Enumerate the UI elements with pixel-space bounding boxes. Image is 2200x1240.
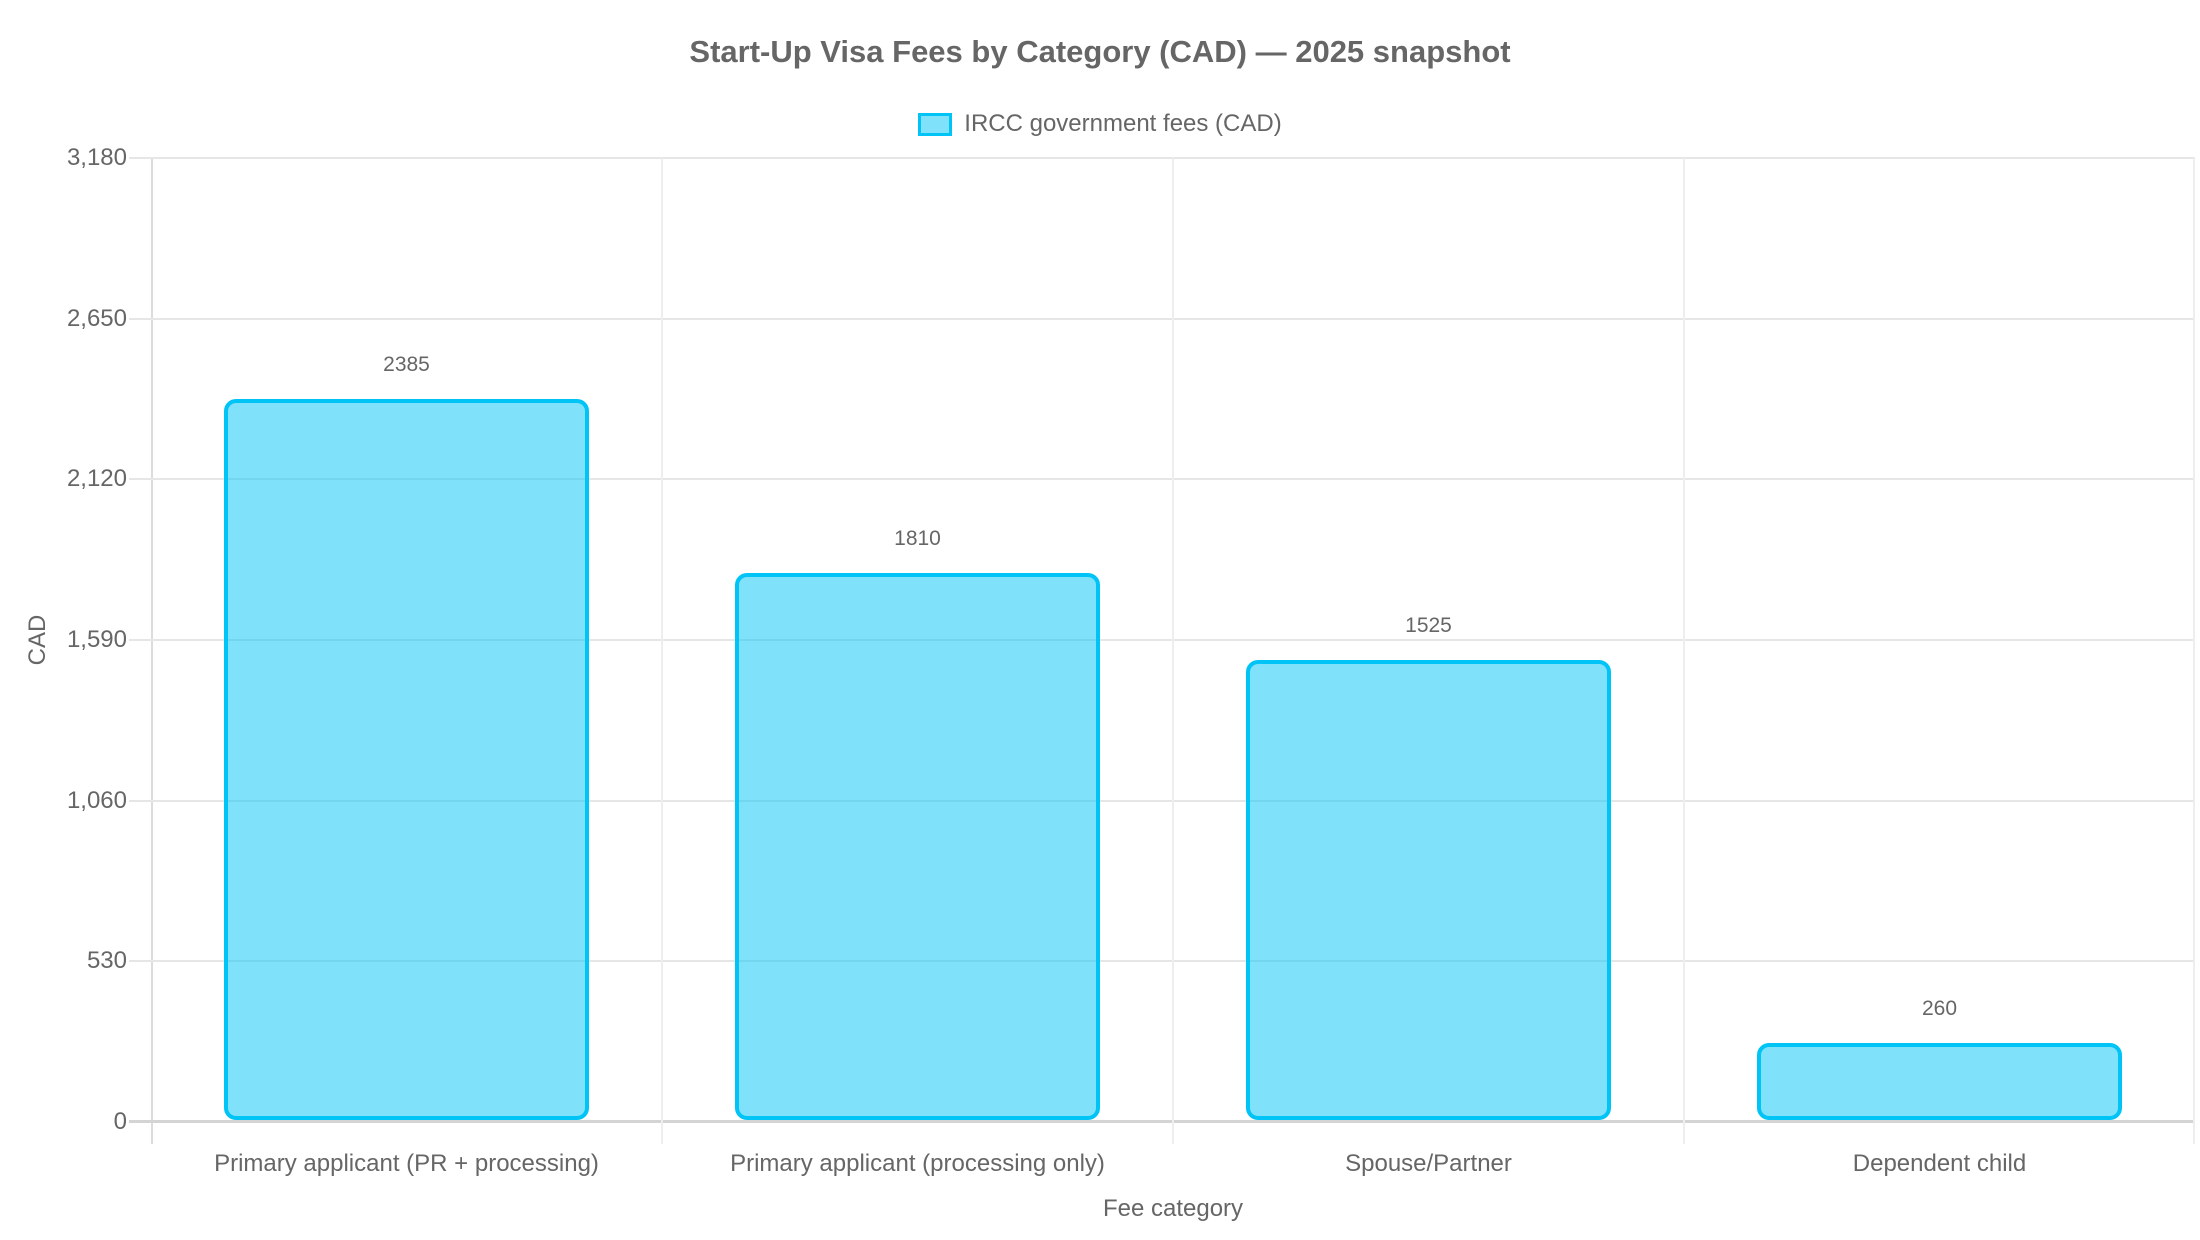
vertical-gridline bbox=[1172, 158, 1174, 1144]
bar-value-label: 2385 bbox=[383, 353, 430, 376]
horizontal-gridline bbox=[129, 960, 2195, 963]
bar-value-label: 260 bbox=[1921, 997, 1958, 1021]
bar-value-label: 1525 bbox=[1405, 613, 1452, 637]
y-tick-label: 1,590 bbox=[66, 626, 127, 653]
bar-4[interactable] bbox=[1757, 1043, 2122, 1120]
bar-3[interactable] bbox=[1246, 659, 1611, 1120]
horizontal-gridline bbox=[129, 157, 2195, 159]
y-tick-label: 2,120 bbox=[66, 465, 127, 493]
x-tick-label: Spouse/Partner bbox=[1345, 1150, 1512, 1177]
x-tick-label: Dependent child bbox=[1852, 1150, 2027, 1177]
y-tick-label: 3,180 bbox=[66, 144, 127, 171]
x-tick-label: Primary applicant (processing only) bbox=[730, 1150, 1105, 1177]
bar-2[interactable] bbox=[735, 573, 1100, 1120]
y-tick-label: 1,060 bbox=[66, 786, 127, 814]
x-tick-label: Primary applicant (PR + processing) bbox=[214, 1150, 599, 1177]
horizontal-gridline bbox=[129, 639, 2195, 641]
legend: IRCC government fees (CAD) bbox=[0, 110, 2200, 138]
vertical-gridline bbox=[1683, 158, 1685, 1144]
y-axis-line bbox=[151, 158, 153, 1144]
bar-1[interactable] bbox=[224, 399, 589, 1120]
vertical-gridline bbox=[661, 158, 663, 1144]
y-tick-label: 530 bbox=[86, 947, 127, 975]
y-tick-label: 0 bbox=[113, 1108, 127, 1135]
bar-value-label: 1810 bbox=[894, 527, 941, 551]
horizontal-gridline bbox=[129, 478, 2195, 481]
horizontal-gridline bbox=[129, 799, 2195, 802]
x-axis-title: Fee category bbox=[1102, 1195, 1244, 1222]
chart-title: Start-Up Visa Fees by Category (CAD) — 2… bbox=[689, 34, 1511, 69]
legend-label[interactable]: IRCC government fees (CAD) bbox=[964, 110, 1282, 137]
x-axis-line bbox=[129, 1120, 2195, 1123]
vertical-gridline bbox=[2193, 158, 2195, 1144]
plot-area: 2385 1810 1525 260 bbox=[129, 157, 2195, 1144]
y-tick-label: 2,650 bbox=[66, 304, 127, 332]
horizontal-gridline bbox=[129, 317, 2195, 320]
legend-swatch-icon[interactable] bbox=[918, 112, 953, 136]
